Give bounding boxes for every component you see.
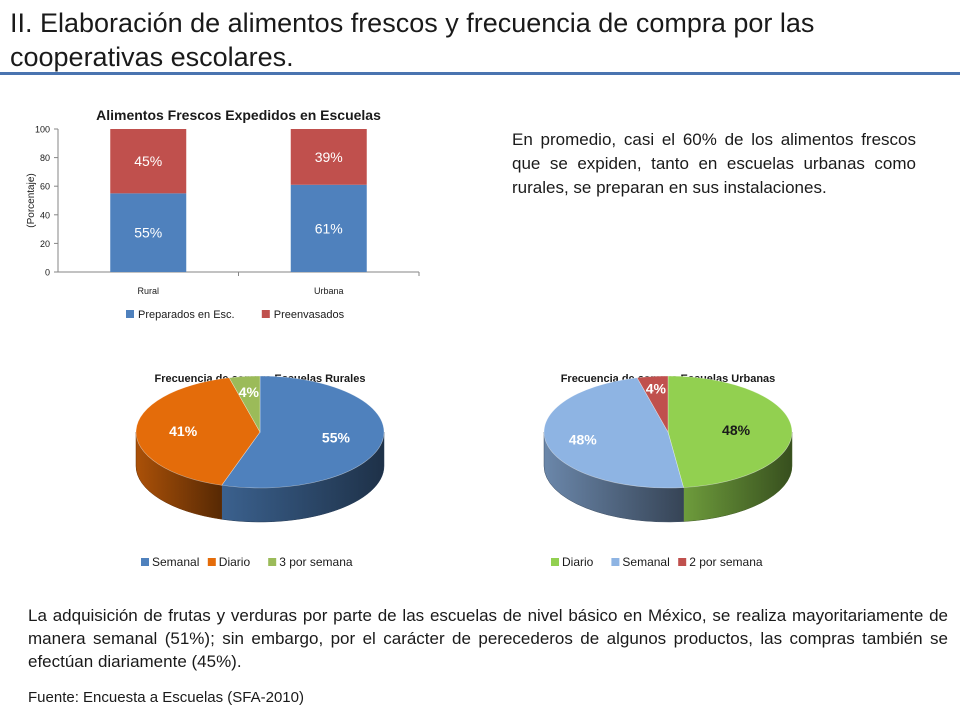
y-axis-label: (Porcentaje) (26, 173, 37, 227)
bar-data-label: 39% (315, 149, 343, 165)
legend-label: Diario (219, 555, 251, 569)
summary-text-bottom: La adquisición de frutas y verduras por … (28, 606, 948, 671)
pie-data-label: 48% (569, 431, 598, 447)
y-tick-label: 40 (40, 210, 50, 220)
legend-swatch (268, 558, 277, 566)
legend-label: 3 por semana (279, 555, 353, 569)
pie-data-label: 4% (239, 384, 260, 400)
legend-swatch (678, 558, 687, 566)
legend-label: 2 por semana (689, 555, 763, 569)
y-tick-label: 100 (35, 125, 50, 135)
pie-slice-diario (135, 377, 261, 486)
legend-label: Diario (562, 555, 594, 569)
pie-data-label: 55% (322, 429, 351, 445)
y-tick-label: 0 (45, 268, 50, 278)
legend-label: Preenvasados (274, 309, 345, 321)
pie-slice-diario (667, 375, 793, 488)
pie-chart-rural: Frecuencia de compra Escuelas Rurales55%… (135, 373, 385, 569)
x-tick-label: Urbana (314, 286, 344, 296)
y-tick-label: 80 (40, 153, 50, 163)
legend-swatch (126, 310, 134, 318)
pie-data-label: 41% (169, 423, 198, 439)
y-tick-label: 20 (40, 239, 50, 249)
pie-data-label: 48% (722, 422, 751, 438)
legend-label: Semanal (152, 555, 199, 569)
slide-title: II. Elaboración de alimentos frescos y f… (10, 8, 815, 72)
legend-swatch (261, 310, 270, 318)
summary-text-right: En promedio, casi el 60% de los alimento… (512, 130, 916, 197)
pie-chart-urban: Frecuencia de compra Escuelas Urbanas48%… (543, 373, 793, 569)
bar-data-label: 61% (315, 220, 343, 236)
bar-urbana-series-1 (290, 129, 367, 185)
bar-urbana-series-0 (290, 184, 367, 272)
chart-title: Alimentos Frescos Expedidos en Escuelas (96, 107, 381, 123)
legend-swatch (551, 558, 559, 566)
pie-slice-2-por-semana (636, 375, 669, 434)
legend-label: Semanal (622, 555, 669, 569)
legend-swatch (611, 558, 620, 566)
pie-slice-semanal (543, 377, 684, 489)
bar-rural-series-1 (110, 129, 187, 194)
legend-swatch (207, 558, 216, 566)
bar-chart: Alimentos Frescos Expedidos en Escuelas 0… (26, 107, 420, 321)
pie-data-label: 4% (646, 381, 667, 397)
pie-slice-semanal (221, 375, 385, 489)
title-divider (0, 72, 960, 75)
bar-data-label: 55% (134, 225, 162, 241)
y-tick-label: 60 (40, 182, 50, 192)
bar-rural-series-0 (110, 193, 187, 272)
source-note: Fuente: Encuesta a Escuelas (SFA-2010) (28, 689, 304, 706)
legend-label: Preparados en Esc. (138, 309, 235, 321)
pie-slice-3-por-semana (228, 375, 261, 434)
legend-swatch (141, 558, 149, 566)
bar-data-label: 45% (134, 153, 162, 169)
x-tick-label: Rural (137, 286, 159, 296)
